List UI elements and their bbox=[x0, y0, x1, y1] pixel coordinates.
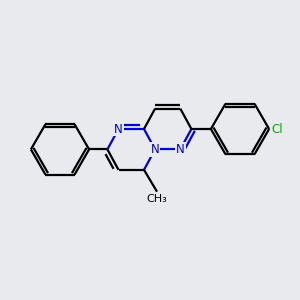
Text: N: N bbox=[151, 143, 160, 156]
Text: CH₃: CH₃ bbox=[147, 194, 167, 204]
Text: N: N bbox=[114, 122, 123, 136]
Text: Cl: Cl bbox=[272, 122, 283, 136]
Text: N: N bbox=[176, 143, 185, 156]
